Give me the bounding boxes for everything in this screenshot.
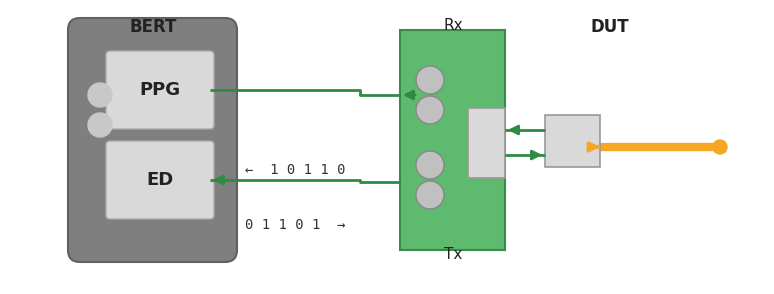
FancyBboxPatch shape (68, 18, 237, 262)
Text: Rx: Rx (444, 18, 463, 33)
FancyBboxPatch shape (106, 141, 214, 219)
Circle shape (416, 181, 444, 209)
Bar (400, 30, 505, 250)
Circle shape (416, 151, 444, 179)
Bar (545, 115, 600, 167)
Circle shape (416, 66, 444, 94)
Text: BERT: BERT (129, 18, 176, 36)
Circle shape (416, 96, 444, 124)
Circle shape (88, 113, 112, 137)
Text: DUT: DUT (591, 18, 629, 36)
Bar (468, 108, 505, 178)
Circle shape (713, 140, 727, 154)
Circle shape (88, 83, 112, 107)
Text: Tx: Tx (444, 247, 462, 262)
Text: ED: ED (146, 171, 173, 189)
Text: PPG: PPG (139, 81, 180, 99)
Text: ←  1 0 1 1 0: ← 1 0 1 1 0 (245, 163, 345, 177)
FancyBboxPatch shape (106, 51, 214, 129)
Text: 0 1 1 0 1  →: 0 1 1 0 1 → (245, 218, 345, 232)
